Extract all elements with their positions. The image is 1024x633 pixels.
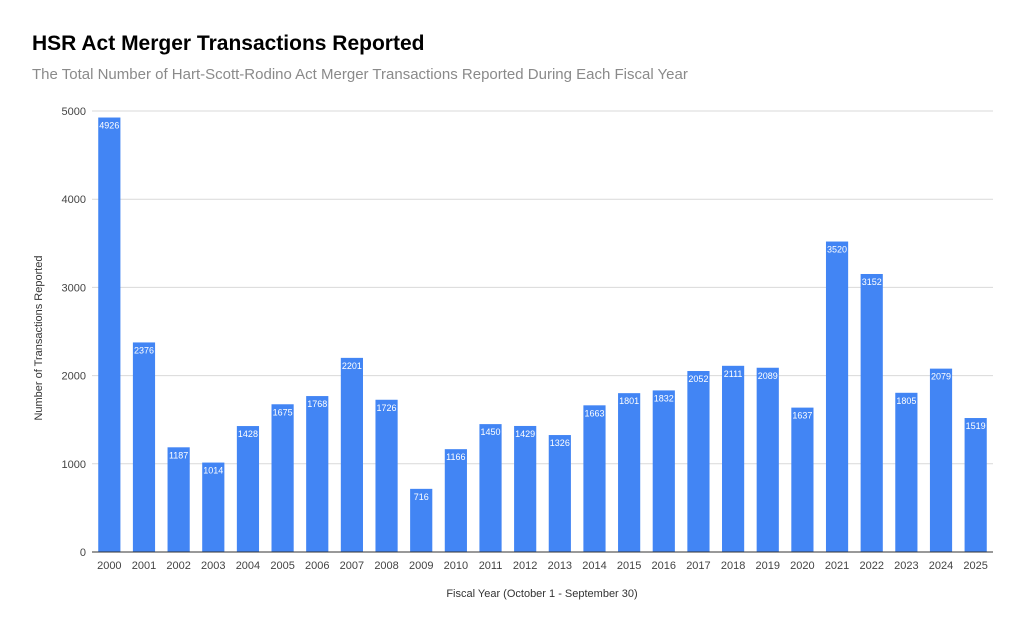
bar — [167, 447, 190, 552]
x-tick-label: 2022 — [859, 560, 883, 572]
data-label: 4926 — [99, 121, 119, 131]
x-tick-label: 2017 — [686, 560, 710, 572]
x-tick-label: 2021 — [825, 560, 849, 572]
x-tick-label: 2009 — [409, 560, 433, 572]
bar — [202, 462, 225, 552]
bar — [514, 425, 537, 552]
bar — [687, 371, 710, 552]
data-label: 1429 — [515, 429, 535, 439]
x-tick-label: 2016 — [652, 560, 676, 572]
bar — [340, 357, 363, 552]
bar — [410, 488, 433, 552]
bar — [479, 424, 502, 552]
x-tick-label: 2023 — [894, 560, 918, 572]
data-label: 1832 — [654, 393, 674, 403]
data-label: 1187 — [169, 450, 188, 460]
bar — [98, 117, 121, 553]
x-tick-label: 2004 — [236, 560, 260, 572]
data-label: 3520 — [827, 245, 847, 255]
x-tick-label: 2011 — [479, 560, 503, 572]
y-tick-label: 0 — [80, 547, 86, 559]
bar — [375, 399, 398, 552]
y-tick-label: 2000 — [62, 371, 86, 383]
bar — [652, 390, 675, 552]
x-tick-label: 2020 — [790, 560, 814, 572]
data-label: 2079 — [931, 372, 951, 382]
x-tick-label: 2003 — [201, 560, 225, 572]
data-label: 716 — [414, 492, 429, 502]
x-tick-label: 2014 — [582, 560, 606, 572]
y-axis-label: Number of Transactions Reported — [33, 255, 45, 421]
data-label: 1014 — [203, 466, 223, 476]
data-label: 1726 — [377, 403, 397, 413]
data-label: 1768 — [307, 399, 327, 409]
bar — [548, 435, 571, 552]
x-tick-label: 2024 — [929, 560, 953, 572]
data-label: 2111 — [724, 369, 743, 379]
y-tick-label: 3000 — [62, 282, 86, 294]
bar — [236, 426, 260, 552]
data-label: 1675 — [273, 407, 293, 417]
x-tick-label: 2002 — [166, 560, 190, 572]
bar — [444, 449, 467, 552]
data-label: 2201 — [342, 361, 362, 371]
chart-subtitle: The Total Number of Hart-Scott-Rodino Ac… — [32, 66, 688, 83]
x-tick-label: 2006 — [305, 560, 329, 572]
x-tick-label: 2005 — [270, 560, 294, 572]
bar — [722, 365, 745, 552]
x-tick-label: 2007 — [340, 560, 364, 572]
data-label: 2052 — [688, 374, 708, 384]
x-tick-label: 2010 — [444, 560, 468, 572]
bar — [756, 367, 779, 552]
data-label: 1663 — [584, 408, 604, 418]
data-label: 1519 — [966, 421, 986, 431]
x-tick-label: 2013 — [548, 560, 572, 572]
bar — [860, 273, 883, 552]
bar — [271, 404, 294, 552]
x-tick-label: 2018 — [721, 560, 745, 572]
bar — [618, 393, 641, 552]
bar — [132, 342, 156, 552]
bar — [791, 407, 814, 552]
data-label: 2089 — [758, 371, 778, 381]
data-label: 1326 — [550, 438, 570, 448]
x-tick-label: 2015 — [617, 560, 641, 572]
data-label: 1801 — [619, 396, 639, 406]
bar — [306, 396, 329, 552]
bar — [929, 368, 953, 552]
bar — [964, 418, 987, 552]
data-label: 1428 — [238, 429, 258, 439]
x-axis-label: Fiscal Year (October 1 - September 30) — [446, 588, 638, 600]
data-label: 3152 — [862, 277, 882, 287]
x-tick-label: 2000 — [97, 560, 121, 572]
data-label: 1637 — [792, 411, 812, 421]
x-tick-label: 2012 — [513, 560, 537, 572]
bar — [895, 392, 918, 552]
data-label: 1805 — [896, 396, 916, 406]
x-tick-label: 2001 — [132, 560, 156, 572]
data-label: 1450 — [481, 427, 501, 437]
bar — [583, 405, 606, 552]
data-label: 1166 — [446, 452, 465, 462]
chart-title: HSR Act Merger Transactions Reported — [32, 32, 425, 55]
y-tick-label: 4000 — [62, 194, 86, 206]
x-tick-label: 2019 — [756, 560, 780, 572]
bar — [825, 241, 849, 552]
x-tick-label: 2008 — [374, 560, 398, 572]
y-tick-label: 5000 — [62, 106, 86, 118]
data-label: 2376 — [134, 345, 154, 355]
x-tick-label: 2025 — [963, 560, 987, 572]
y-tick-label: 1000 — [62, 459, 86, 471]
